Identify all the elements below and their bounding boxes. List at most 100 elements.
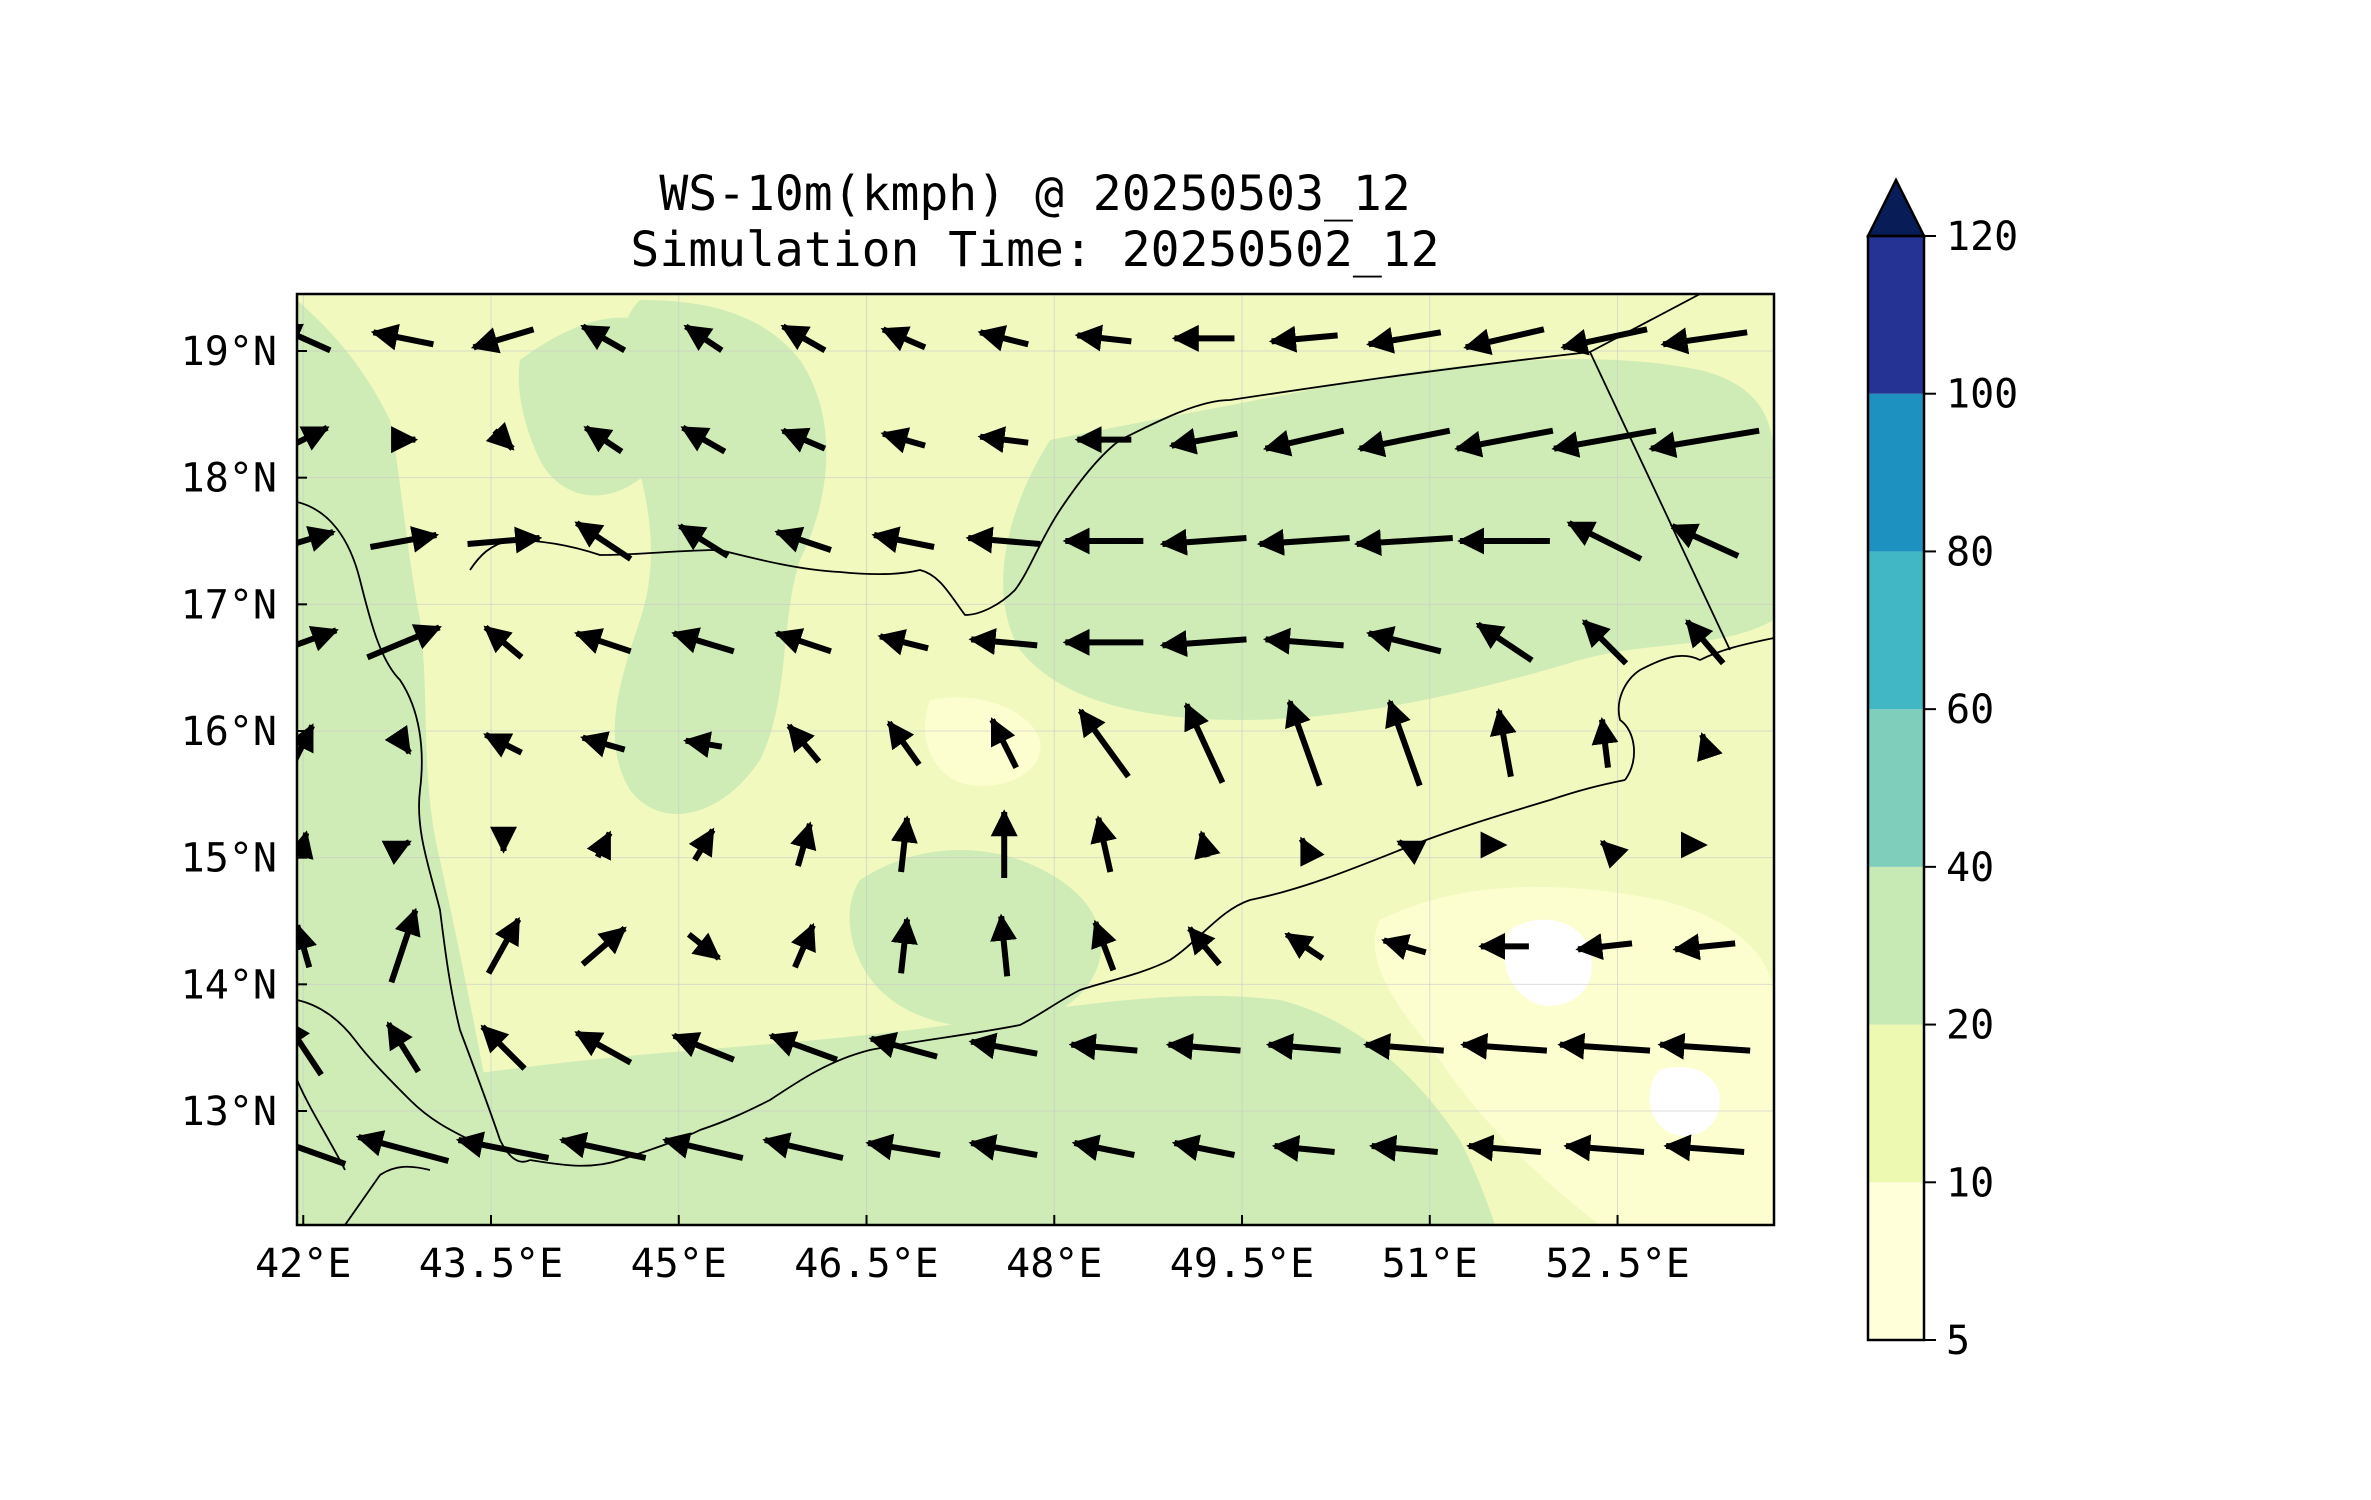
wind-vector <box>586 830 613 861</box>
wind-vector <box>381 839 412 865</box>
colorbar: 5 10 20 40 60 80 100 120 <box>1865 177 2018 1364</box>
x-tick-label: 45°E <box>631 1241 727 1287</box>
plot-title-line1: WS-10m(kmph) @ 20250503_12 <box>659 166 1410 222</box>
wind-vector <box>1194 830 1221 860</box>
x-axis-ticks: 42°E 43.5°E 45°E 46.5°E 48°E 49.5°E 51°E 52.5°E <box>255 1215 1690 1287</box>
wind-vector <box>1672 933 1736 961</box>
wind-vector <box>1285 699 1323 787</box>
colorbar-tick-label: 40 <box>1946 845 1994 891</box>
x-tick-label: 51°E <box>1382 1241 1478 1287</box>
wind-vector <box>871 526 935 554</box>
coastline-arabian-sea <box>1617 637 1774 781</box>
coastline-horn-africa <box>297 999 471 1141</box>
wind-vector <box>780 427 827 453</box>
wind-vector <box>1381 934 1427 960</box>
wind-vector <box>1657 1032 1751 1060</box>
wind-vector <box>1159 528 1247 556</box>
wind-vector <box>1187 926 1222 967</box>
wind-vector <box>1475 621 1534 663</box>
wind-vector <box>580 926 627 967</box>
y-tick-label: 15°N <box>181 836 277 882</box>
wind-vector <box>688 827 716 862</box>
map-gridlines <box>297 294 1774 1225</box>
colorbar-frame <box>1866 234 1926 1342</box>
wind-vector <box>1357 427 1451 458</box>
wind-vector <box>1581 619 1629 666</box>
wind-vector <box>559 1131 647 1161</box>
colorbar-tick-label: 80 <box>1946 529 1994 575</box>
wind-vector <box>366 624 442 661</box>
wind-vector <box>580 731 626 758</box>
wind-vector <box>790 922 816 969</box>
wind-vector <box>965 526 1041 554</box>
wind-vector <box>977 426 1029 454</box>
wind-vector <box>1566 520 1643 562</box>
wind-vector <box>455 1131 550 1161</box>
x-tick-label: 43.5°E <box>419 1241 564 1287</box>
colorbar-tick-label: 20 <box>1946 1003 1994 1049</box>
wind-vector <box>297 424 330 451</box>
wind-vector <box>1489 708 1517 778</box>
plot-title-line2: Simulation Time: 20250502_12 <box>630 222 1439 278</box>
wind-vector <box>1262 627 1344 655</box>
y-tick-label: 14°N <box>181 962 277 1008</box>
wind-vector <box>1366 626 1442 655</box>
wind-vector <box>968 628 1038 655</box>
wind-vector <box>683 731 723 758</box>
wind-vector <box>683 323 724 353</box>
wind-vector <box>1171 1134 1236 1162</box>
wind-vector <box>1660 327 1748 355</box>
wind-vector <box>780 323 827 353</box>
wind-vector <box>485 421 515 451</box>
wind-vector <box>1271 1134 1335 1162</box>
border-djibouti-eritrea <box>344 1165 431 1225</box>
wind-vector <box>1669 523 1740 559</box>
wind-vector <box>1454 427 1554 458</box>
wind-vector <box>671 1032 735 1063</box>
colorbar-segment <box>1868 236 1924 394</box>
y-tick-label: 16°N <box>181 709 277 755</box>
wind-vector <box>868 1032 938 1060</box>
border-saudi-oman <box>1589 294 1701 353</box>
wind-vector <box>1068 1033 1138 1061</box>
wind-vector <box>677 523 730 559</box>
wind-vector <box>483 625 524 660</box>
wind-vector <box>385 1021 421 1074</box>
wind-vector <box>574 520 633 562</box>
wind-vector <box>1298 836 1325 867</box>
wind-vector <box>1090 815 1117 873</box>
colorbar-segment <box>1868 393 1924 552</box>
colorbar-extend-arrow <box>1865 177 1927 238</box>
wind-vector <box>297 323 332 354</box>
wind-vector <box>1560 326 1648 356</box>
wind-vector <box>483 731 523 758</box>
wind-vector <box>990 913 1018 977</box>
wind-vector <box>774 628 832 655</box>
wind-vector <box>1256 528 1350 556</box>
wind-vector <box>1466 1134 1542 1162</box>
colorbar-segment <box>1868 866 1924 1025</box>
wind-vector <box>1591 716 1619 769</box>
wind-vector <box>1551 427 1657 458</box>
wind-speed-zone-interior <box>849 850 1102 1028</box>
wind-vector <box>574 628 632 655</box>
wind-speed-zone-south <box>297 995 1495 1225</box>
wind-vector <box>968 1134 1038 1161</box>
x-tick-label: 49.5°E <box>1170 1241 1315 1287</box>
wind-vector <box>1077 708 1131 779</box>
wind-vector <box>384 724 412 755</box>
wind-vector <box>1366 327 1442 354</box>
wind-vector <box>1159 630 1247 658</box>
wind-vector <box>1091 919 1117 972</box>
wind-vector <box>1265 1033 1341 1061</box>
wind-vector <box>1071 1134 1135 1162</box>
wind-vector <box>470 326 535 354</box>
wind-vector <box>890 916 918 974</box>
border-yemen-oman <box>1589 351 1731 651</box>
wind-vector <box>880 427 926 454</box>
x-tick-label: 46.5°E <box>794 1241 939 1287</box>
wind-vector <box>977 325 1029 352</box>
map-panel <box>295 292 1776 1227</box>
colorbar-segment <box>1868 551 1924 710</box>
